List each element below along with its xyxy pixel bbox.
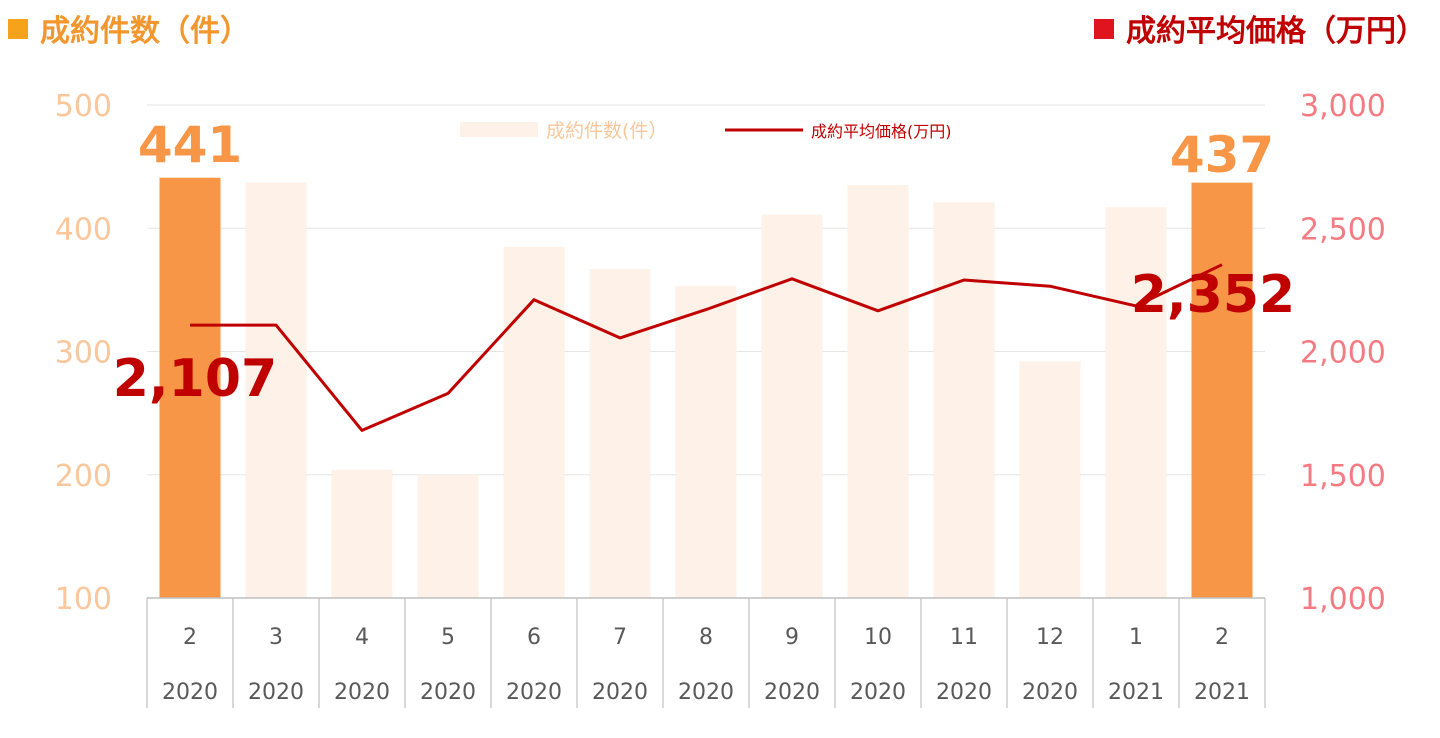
x-tick-label: 11 <box>950 625 978 650</box>
bar <box>245 182 307 598</box>
right-axis-tick-label: 3,000 <box>1300 89 1386 124</box>
bar-data-label-first: 441 <box>138 116 242 174</box>
bar <box>847 185 909 599</box>
x-tick-label: 8 <box>699 625 713 650</box>
x-tick-label: 6 <box>527 625 541 650</box>
x-tick-label: 7 <box>613 625 627 650</box>
price-data-label-last: 2,352 <box>1131 265 1295 325</box>
x-tick-year-label: 2020 <box>592 680 648 705</box>
right-axis-tick-label: 1,000 <box>1300 582 1386 617</box>
x-tick-year-label: 2021 <box>1194 680 1250 705</box>
legend-bar-label: 成約件数(件） <box>546 120 667 142</box>
x-tick-year-label: 2020 <box>764 680 820 705</box>
x-tick-label: 12 <box>1036 625 1064 650</box>
right-axis-tick-label: 1,500 <box>1300 459 1386 494</box>
x-tick-label: 10 <box>864 625 892 650</box>
x-tick-label: 2 <box>1215 625 1229 650</box>
bar <box>933 202 995 598</box>
x-tick-label: 1 <box>1129 625 1143 650</box>
right-axis-tick-label: 2,000 <box>1300 336 1386 371</box>
bar <box>1105 207 1167 599</box>
x-tick-label: 5 <box>441 625 455 650</box>
right-axis-tick-label: 2,500 <box>1300 212 1386 247</box>
x-tick-year-label: 2020 <box>936 680 992 705</box>
legend-line-label: 成約平均価格(万円) <box>811 122 952 141</box>
left-axis-tick-label: 100 <box>55 582 112 617</box>
x-tick-label: 9 <box>785 625 799 650</box>
red-square-icon <box>1094 19 1114 39</box>
x-tick-year-label: 2020 <box>162 680 218 705</box>
x-tick-year-label: 2020 <box>506 680 562 705</box>
bar <box>417 474 479 598</box>
x-tick-year-label: 2020 <box>1022 680 1078 705</box>
orange-square-icon <box>8 19 28 39</box>
bar <box>159 177 221 598</box>
bar-data-label-last: 437 <box>1170 126 1274 184</box>
left-axis-tick-label: 400 <box>55 212 112 247</box>
x-tick-label: 3 <box>269 625 283 650</box>
left-axis-tick-label: 200 <box>55 459 112 494</box>
left-axis-tick-label: 300 <box>55 336 112 371</box>
legend-bar-swatch <box>460 122 538 137</box>
left-axis-title: 成約件数（件） <box>8 6 250 50</box>
x-tick-year-label: 2020 <box>850 680 906 705</box>
price-data-label-first: 2,107 <box>113 349 277 409</box>
x-tick-year-label: 2020 <box>420 680 476 705</box>
left-axis-tick-label: 500 <box>55 89 112 124</box>
x-tick-year-label: 2020 <box>678 680 734 705</box>
left-axis-title-text: 成約件数（件） <box>40 14 250 49</box>
bar <box>331 469 393 598</box>
price-line <box>190 263 1223 432</box>
right-axis-title-text: 成約平均価格（万円） <box>1126 14 1426 49</box>
bar <box>675 286 737 598</box>
x-tick-year-label: 2020 <box>248 680 304 705</box>
bar <box>503 246 565 599</box>
x-tick-year-label: 2021 <box>1108 680 1164 705</box>
x-tick-year-label: 2020 <box>334 680 390 705</box>
x-tick-label: 2 <box>183 625 197 650</box>
bar <box>761 214 823 598</box>
x-tick-label: 4 <box>355 625 369 650</box>
bar <box>589 268 651 598</box>
bar <box>1191 182 1253 598</box>
right-axis-title: 成約平均価格（万円） <box>1094 6 1426 50</box>
bar <box>1019 361 1081 598</box>
